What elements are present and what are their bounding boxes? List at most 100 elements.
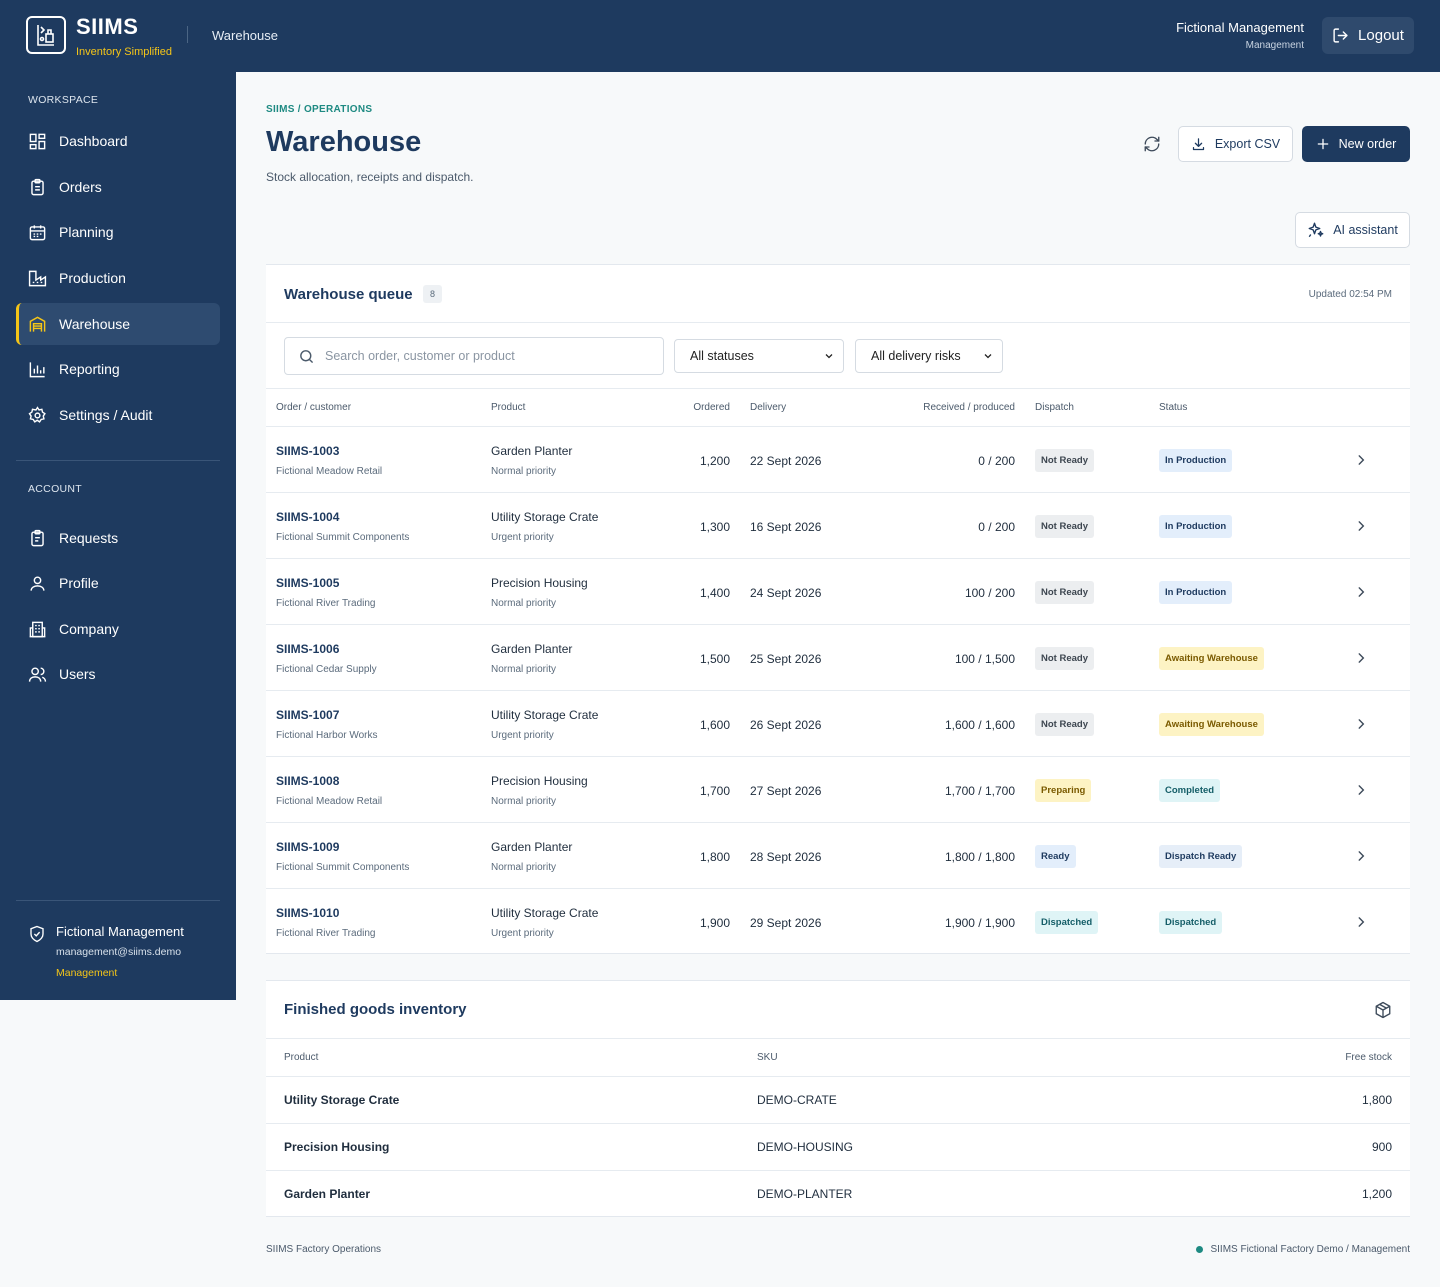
- chevron-right-icon[interactable]: [1354, 717, 1368, 731]
- table-row[interactable]: SIIMS-1009 Fictional Summit Components Gar…: [266, 822, 1410, 888]
- table-row[interactable]: SIIMS-1007 Fictional Harbor Works Utility …: [266, 690, 1410, 756]
- header-user: Fictional Management Management: [1176, 20, 1304, 51]
- table-row[interactable]: SIIMS-1006 Fictional Cedar Supply Garden P…: [266, 624, 1410, 690]
- inventory-product: Precision Housing: [284, 1140, 390, 1154]
- sidebar-item-profile[interactable]: Profile: [16, 562, 220, 604]
- sidebar-item-label: Users: [59, 666, 96, 682]
- chevron-right-icon[interactable]: [1354, 849, 1368, 863]
- chevron-right-icon[interactable]: [1354, 651, 1368, 665]
- delivery-risk-filter-select[interactable]: All delivery risks: [855, 339, 1003, 373]
- export-csv-button[interactable]: Export CSV: [1178, 126, 1293, 162]
- logout-icon: [1333, 28, 1348, 43]
- ordered-qty: 1,200: [699, 454, 730, 468]
- dispatch-badge: Preparing: [1035, 779, 1092, 802]
- received-produced: 1,900 / 1,900: [944, 916, 1015, 930]
- dispatch-badge: Not Ready: [1035, 713, 1094, 736]
- sidebar-item-users[interactable]: Users: [16, 653, 220, 695]
- bar-chart-icon: [29, 361, 45, 377]
- sidebar-item-orders[interactable]: Orders: [16, 166, 220, 208]
- chevron-right-icon[interactable]: [1354, 783, 1368, 797]
- sidebar-item-planning[interactable]: Planning: [16, 211, 220, 253]
- order-id[interactable]: SIIMS-1006: [276, 642, 340, 656]
- priority-label: Normal priority: [491, 466, 557, 477]
- sidebar-item-dashboard[interactable]: Dashboard: [16, 120, 220, 162]
- search-field[interactable]: [284, 337, 664, 375]
- order-id[interactable]: SIIMS-1009: [276, 840, 340, 854]
- ai-assistant-button[interactable]: AI assistant: [1295, 212, 1410, 248]
- sidebar-item-production[interactable]: Production: [16, 257, 220, 299]
- product-name: Garden Planter: [491, 840, 573, 854]
- order-id[interactable]: SIIMS-1007: [276, 708, 340, 722]
- order-id[interactable]: SIIMS-1010: [276, 906, 340, 920]
- sidebar-item-warehouse[interactable]: Warehouse: [16, 303, 220, 345]
- customer-name: Fictional Cedar Supply: [276, 664, 377, 675]
- dispatch-badge: Not Ready: [1035, 449, 1094, 472]
- delivery-date: 27 Sept 2026: [750, 784, 822, 798]
- column-header-product: Product: [491, 402, 526, 413]
- ai-assistant-label: AI assistant: [1333, 223, 1398, 237]
- chevron-right-icon[interactable]: [1354, 585, 1368, 599]
- priority-label: Normal priority: [491, 796, 557, 807]
- sidebar-item-label: Orders: [59, 179, 102, 195]
- order-id[interactable]: SIIMS-1004: [276, 510, 340, 524]
- refresh-icon: [1144, 136, 1160, 152]
- column-header-product: Product: [284, 1052, 319, 1063]
- ordered-qty: 1,800: [699, 850, 730, 864]
- sidebar-item-reporting[interactable]: Reporting: [16, 348, 220, 390]
- gear-icon: [28, 405, 46, 423]
- logo-icon[interactable]: [26, 16, 66, 54]
- inventory-sku: DEMO-PLANTER: [757, 1187, 853, 1201]
- dispatch-badge: Not Ready: [1035, 515, 1094, 538]
- refresh-button[interactable]: [1140, 132, 1164, 156]
- page-title: Warehouse: [266, 126, 422, 158]
- sidebar: WORKSPACE Dashboard Orders Planning Prod…: [0, 72, 236, 1000]
- dispatch-badge: Not Ready: [1035, 647, 1094, 670]
- status-filter-select[interactable]: All statuses: [674, 339, 844, 373]
- chevron-right-icon[interactable]: [1354, 915, 1368, 929]
- table-row[interactable]: SIIMS-1003 Fictional Meadow Retail Garden …: [266, 426, 1410, 492]
- account-section-label: ACCOUNT: [28, 483, 83, 495]
- divider: [266, 388, 1410, 389]
- footer-right: SIIMS Fictional Factory Demo / Managemen…: [1196, 1244, 1410, 1255]
- received-produced: 0 / 200: [978, 454, 1015, 468]
- table-row[interactable]: SIIMS-1010 Fictional River Trading Utility…: [266, 888, 1410, 954]
- sidebar-item-requests[interactable]: Requests: [16, 517, 220, 559]
- delivery-risk-filter-value: All delivery risks: [871, 349, 961, 363]
- table-row[interactable]: SIIMS-1005 Fictional River Trading Precisi…: [266, 558, 1410, 624]
- chevron-right-icon[interactable]: [1354, 453, 1368, 467]
- inventory-sku: DEMO-CRATE: [757, 1093, 837, 1107]
- customer-name: Fictional Harbor Works: [276, 730, 378, 741]
- dashboard-icon: [29, 133, 46, 149]
- warehouse-icon: [29, 316, 46, 332]
- sidebar-item-label: Requests: [59, 530, 119, 546]
- priority-label: Urgent priority: [491, 730, 554, 741]
- sidebar-item-label: Production: [59, 270, 126, 286]
- order-id[interactable]: SIIMS-1008: [276, 774, 340, 788]
- inventory-product: Utility Storage Crate: [284, 1093, 400, 1107]
- sidebar-item-settings-audit[interactable]: Settings / Audit: [16, 394, 220, 436]
- breadcrumb: SIIMS / OPERATIONS: [266, 104, 373, 115]
- delivery-date: 26 Sept 2026: [750, 718, 822, 732]
- page-subtitle: Stock allocation, receipts and dispatch.: [266, 170, 474, 184]
- search-input[interactable]: [325, 349, 645, 363]
- order-id[interactable]: SIIMS-1003: [276, 444, 340, 458]
- status-dot: [1196, 1246, 1204, 1253]
- order-id[interactable]: SIIMS-1005: [276, 576, 340, 590]
- delivery-date: 24 Sept 2026: [750, 586, 822, 600]
- top-bar: SIIMS Inventory Simplified Warehouse Fic…: [0, 0, 1440, 72]
- chevron-right-icon[interactable]: [1354, 519, 1368, 533]
- received-produced: 0 / 200: [978, 520, 1015, 534]
- new-order-button[interactable]: New order: [1302, 126, 1410, 162]
- app-name: SIIMS: [76, 14, 139, 39]
- customer-name: Fictional River Trading: [276, 928, 376, 939]
- sidebar-item-company[interactable]: Company: [16, 608, 220, 650]
- table-row[interactable]: SIIMS-1008 Fictional Meadow Retail Precisi…: [266, 756, 1410, 822]
- logout-button[interactable]: Logout: [1322, 17, 1414, 54]
- table-row[interactable]: SIIMS-1004 Fictional Summit Components Uti…: [266, 492, 1410, 558]
- plus-icon: [1317, 138, 1328, 150]
- inventory-free-stock: 900: [1371, 1140, 1392, 1154]
- dispatch-badge: Ready: [1035, 845, 1076, 868]
- column-header-order: Order / customer: [276, 402, 352, 413]
- ordered-qty: 1,700: [699, 784, 730, 798]
- status-badge: Completed: [1159, 779, 1221, 802]
